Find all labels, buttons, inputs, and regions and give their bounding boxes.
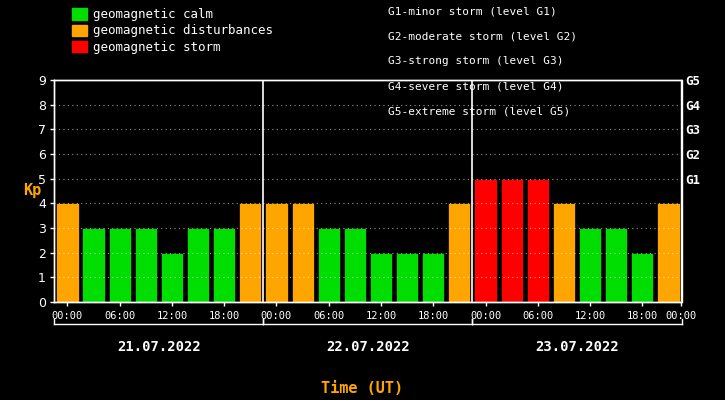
Bar [631, 253, 653, 302]
Bar [109, 228, 130, 302]
Text: G5-extreme storm (level G5): G5-extreme storm (level G5) [388, 107, 570, 117]
Bar [161, 253, 183, 302]
Text: 23.07.2022: 23.07.2022 [535, 340, 619, 354]
Bar [500, 179, 523, 302]
Text: G4-severe storm (level G4): G4-severe storm (level G4) [388, 82, 563, 92]
Text: G2-moderate storm (level G2): G2-moderate storm (level G2) [388, 31, 577, 41]
Bar [239, 203, 262, 302]
Bar [526, 179, 549, 302]
Bar [187, 228, 210, 302]
Bar [474, 179, 497, 302]
Bar [213, 228, 236, 302]
Text: G1-minor storm (level G1): G1-minor storm (level G1) [388, 6, 557, 16]
Legend: geomagnetic calm, geomagnetic disturbances, geomagnetic storm: geomagnetic calm, geomagnetic disturbanc… [72, 8, 273, 54]
Bar [552, 203, 575, 302]
Bar [370, 253, 392, 302]
Text: 21.07.2022: 21.07.2022 [117, 340, 201, 354]
Bar [658, 203, 679, 302]
Bar [396, 253, 418, 302]
Text: Time (UT): Time (UT) [321, 381, 404, 396]
Bar [344, 228, 366, 302]
Text: G3-strong storm (level G3): G3-strong storm (level G3) [388, 56, 563, 66]
Bar [83, 228, 104, 302]
Text: 22.07.2022: 22.07.2022 [326, 340, 410, 354]
Bar [605, 228, 627, 302]
Y-axis label: Kp: Kp [23, 184, 41, 198]
Bar [318, 228, 340, 302]
Bar [422, 253, 444, 302]
Bar [291, 203, 314, 302]
Bar [448, 203, 471, 302]
Bar [135, 228, 157, 302]
Bar [57, 203, 78, 302]
Bar [579, 228, 601, 302]
Bar [265, 203, 288, 302]
